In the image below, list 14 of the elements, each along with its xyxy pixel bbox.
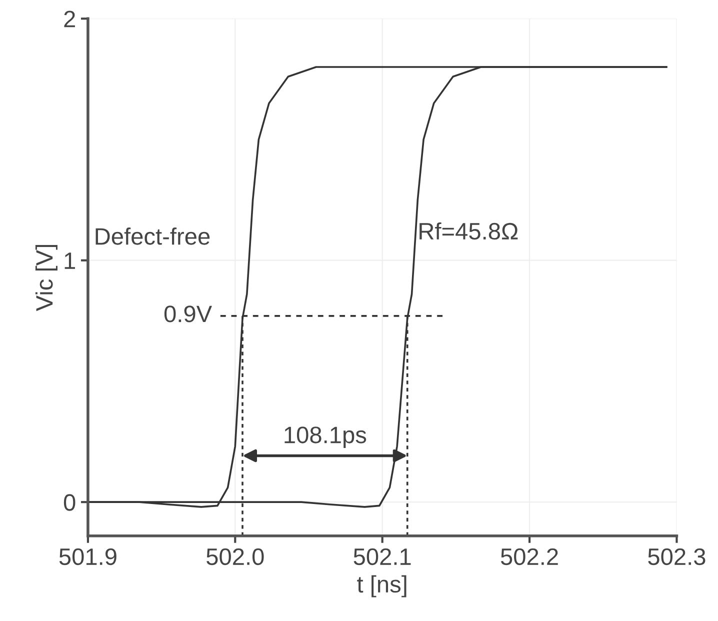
annotation: 0.9V [164,306,212,322]
y-axis-title: Vic [V] [35,245,58,312]
x-tick-label: 502.3 [648,548,706,566]
x-tick-label: 502.2 [500,548,558,566]
y-tick-label: 1 [64,252,75,269]
annotation: 108.1ps [284,426,366,448]
x-tick-label: 502.0 [206,548,264,566]
x-tick-label: 502.1 [354,548,411,566]
annotation: Rf=45.8Ω [420,222,518,240]
x-tick-label: 501.9 [59,548,116,566]
annotation: Defect-free [96,228,210,245]
y-tick-label: 0 [64,494,76,511]
x-axis-title: t [ns] [357,575,406,598]
y-tick-label: 2 [64,10,75,28]
